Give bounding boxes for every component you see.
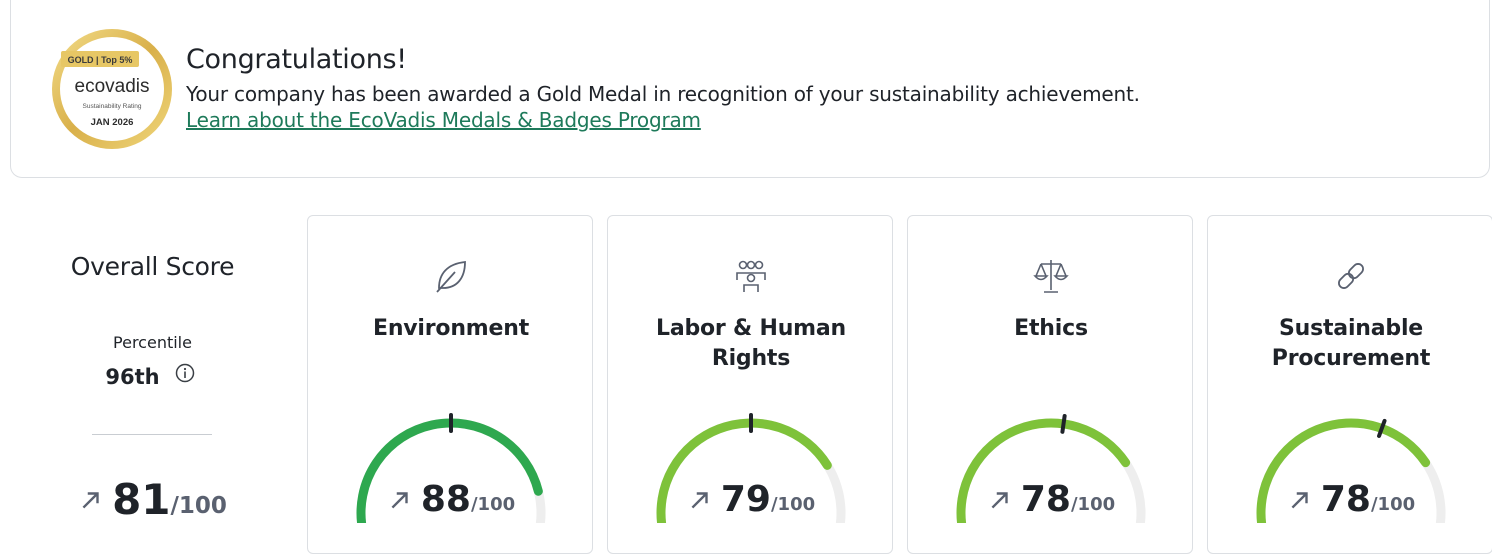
theme-score-max: /100 [1070, 494, 1116, 515]
score-gauge [656, 413, 846, 523]
medal-badge-text: GOLD | Top 5% [68, 55, 133, 65]
gold-medal-badge: GOLD | Top 5% ecovadis Sustainability Ra… [52, 29, 172, 149]
theme-score: 78/100 [908, 479, 1194, 520]
gauge-marker [1060, 413, 1067, 434]
score-gauge [1256, 418, 1446, 523]
medals-program-link[interactable]: Learn about the EcoVadis Medals & Badges… [186, 108, 701, 132]
trend-up-arrow-icon [691, 491, 708, 508]
theme-score-max: /100 [1370, 494, 1416, 515]
theme-title: Sustainable Procurement [1271, 316, 1431, 371]
theme-card-environment[interactable]: Environment 88/100 [307, 215, 593, 554]
medal-brand-text: ecovadis [75, 76, 150, 97]
info-icon[interactable] [175, 363, 195, 383]
gauge-fill [956, 418, 1131, 523]
congrats-message: Your company has been awarded a Gold Med… [186, 82, 1140, 106]
gauge-fill [1256, 418, 1431, 523]
overall-score-title: Overall Score [70, 252, 235, 281]
gauge-marker [1377, 418, 1387, 438]
theme-score-value: 78 [1320, 479, 1371, 520]
trend-up-arrow-icon [82, 491, 99, 508]
theme-card-labor-human-rights[interactable]: Labor & Human Rights 79/100 [607, 215, 893, 554]
overall-score-max: /100 [170, 492, 227, 519]
gauge-fill [656, 418, 832, 523]
percentile-number: 96th [105, 365, 160, 389]
theme-title: Ethics [1014, 316, 1088, 341]
theme-score-value: 79 [720, 479, 771, 520]
theme-title: Environment [372, 316, 530, 341]
trend-up-arrow-icon [391, 491, 408, 508]
people-icon [736, 260, 766, 292]
medal-date-text: JAN 2026 [91, 117, 134, 128]
trend-up-arrow-icon [991, 491, 1008, 508]
overall-score-panel: Overall Score Percentile 96th 81/100 [0, 215, 305, 556]
congrats-title: Congratulations! [186, 44, 407, 75]
medal-banner: GOLD | Top 5% ecovadis Sustainability Ra… [10, 0, 1490, 178]
theme-title: Labor & Human Rights [656, 316, 846, 371]
theme-score: 78/100 [1208, 479, 1492, 520]
medal-rating-text: Sustainability Rating [83, 103, 142, 110]
theme-card-ethics[interactable]: Ethics 78/100 [907, 215, 1193, 554]
theme-score: 88/100 [308, 479, 594, 520]
leaf-icon [436, 260, 466, 293]
theme-score-value: 88 [420, 479, 471, 520]
theme-score: 79/100 [608, 479, 894, 520]
link-icon [1338, 263, 1364, 289]
score-gauge [356, 413, 546, 523]
theme-card-sustainable-procurement[interactable]: Sustainable Procurement 78/100 [1207, 215, 1492, 554]
theme-score-value: 78 [1020, 479, 1071, 520]
divider [92, 434, 212, 435]
percentile-value: 96th [0, 365, 305, 389]
theme-score-max: /100 [470, 494, 516, 515]
theme-score-max: /100 [770, 494, 816, 515]
overall-score-value: 81 [112, 475, 171, 524]
scales-icon [1033, 260, 1069, 293]
overall-score: 81/100 [0, 475, 305, 524]
percentile-label: Percentile [113, 333, 192, 352]
gauge-fill [356, 418, 543, 523]
score-gauge [956, 413, 1146, 523]
trend-up-arrow-icon [1291, 491, 1308, 508]
